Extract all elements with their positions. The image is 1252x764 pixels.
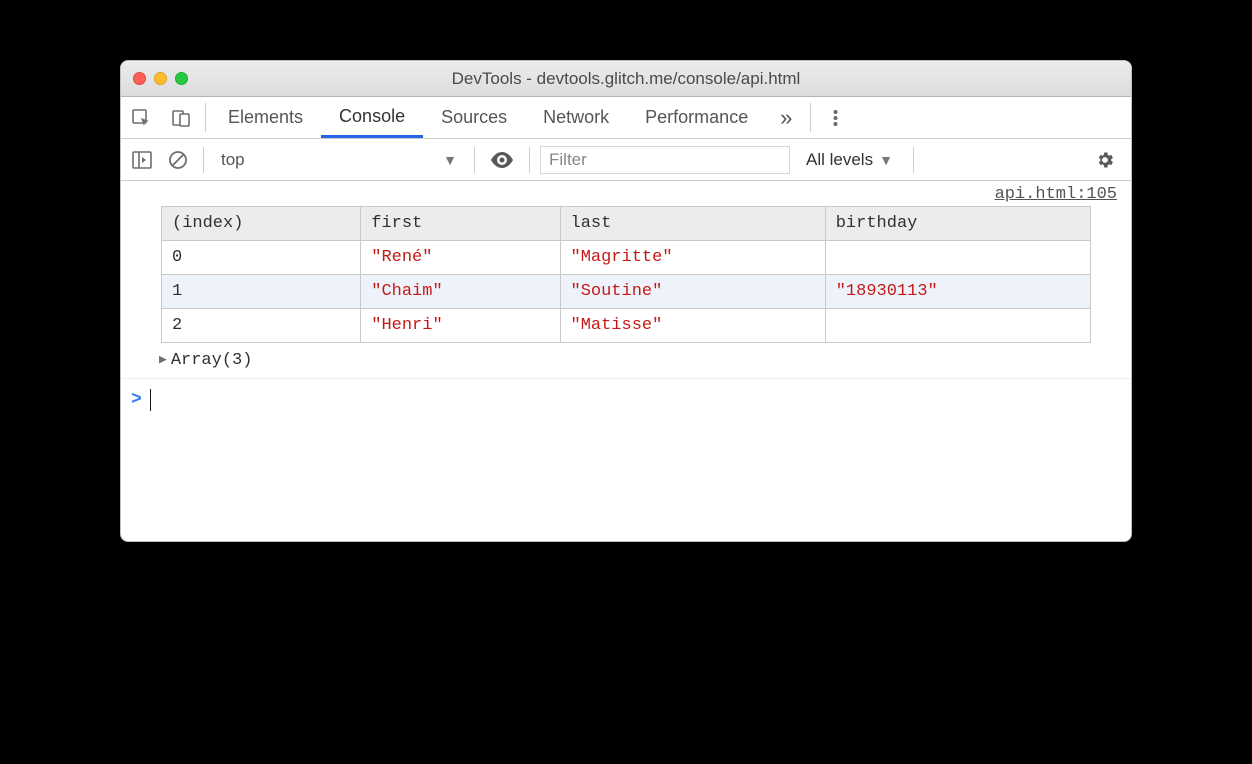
cell-index: 1 [162, 275, 361, 309]
execution-context-label: top [221, 150, 245, 170]
console-settings-icon[interactable] [1085, 150, 1125, 170]
devtools-window: DevTools - devtools.glitch.me/console/ap… [120, 60, 1132, 542]
cell-index: 0 [162, 241, 361, 275]
separator [203, 147, 204, 173]
separator [474, 147, 475, 173]
table-header-row: (index) first last birthday [162, 207, 1091, 241]
console-output: api.html:105 (index) first last birthday… [121, 181, 1131, 541]
window-controls [133, 72, 188, 85]
separator [205, 103, 206, 132]
separator [810, 103, 811, 132]
message-source-link[interactable]: api.html:105 [121, 181, 1131, 206]
table-row[interactable]: 1 "Chaim" "Soutine" "18930113" [162, 275, 1091, 309]
tabs-overflow-button[interactable]: » [766, 97, 806, 138]
cell-index: 2 [162, 309, 361, 343]
table-row[interactable]: 0 "René" "Magritte" [162, 241, 1091, 275]
object-summary[interactable]: ▶ Array(3) [121, 347, 1131, 370]
cell-last: "Magritte" [560, 241, 825, 275]
cell-birthday [825, 309, 1090, 343]
separator [529, 147, 530, 173]
cell-first: "René" [361, 241, 560, 275]
zoom-window-button[interactable] [175, 72, 188, 85]
panel-tabs: Elements Console Sources Network Perform… [121, 97, 1131, 139]
tab-sources[interactable]: Sources [423, 97, 525, 138]
tab-console[interactable]: Console [321, 97, 423, 138]
expand-triangle-icon[interactable]: ▶ [159, 352, 167, 367]
minimize-window-button[interactable] [154, 72, 167, 85]
object-summary-text: Array(3) [171, 351, 253, 370]
cell-last: "Soutine" [560, 275, 825, 309]
tab-performance[interactable]: Performance [627, 97, 766, 138]
cell-first: "Henri" [361, 309, 560, 343]
clear-console-icon[interactable] [163, 145, 193, 175]
chevron-down-icon: ▼ [443, 152, 457, 168]
column-first[interactable]: first [361, 207, 560, 241]
execution-context-selector[interactable]: top ▼ [214, 147, 464, 173]
titlebar: DevTools - devtools.glitch.me/console/ap… [121, 61, 1131, 97]
inspect-element-icon[interactable] [121, 97, 161, 138]
column-birthday[interactable]: birthday [825, 207, 1090, 241]
table-row[interactable]: 2 "Henri" "Matisse" [162, 309, 1091, 343]
tab-elements[interactable]: Elements [210, 97, 321, 138]
cell-last: "Matisse" [560, 309, 825, 343]
separator [913, 147, 914, 173]
console-table: (index) first last birthday 0 "René" "Ma… [161, 206, 1091, 343]
window-title: DevTools - devtools.glitch.me/console/ap… [133, 69, 1119, 89]
prompt-symbol: > [131, 390, 142, 410]
console-prompt[interactable]: > [121, 379, 1131, 421]
log-level-label: All levels [806, 150, 873, 170]
cell-first: "Chaim" [361, 275, 560, 309]
chevron-down-icon: ▼ [879, 152, 893, 168]
tab-network[interactable]: Network [525, 97, 627, 138]
console-table-wrapper: (index) first last birthday 0 "René" "Ma… [121, 206, 1131, 347]
device-toolbar-icon[interactable] [161, 97, 201, 138]
column-index[interactable]: (index) [162, 207, 361, 241]
live-expression-icon[interactable] [485, 152, 519, 168]
filter-input[interactable] [540, 146, 790, 174]
devtools-menu-button[interactable] [815, 97, 855, 138]
console-message: api.html:105 (index) first last birthday… [121, 181, 1131, 379]
cell-birthday [825, 241, 1090, 275]
close-window-button[interactable] [133, 72, 146, 85]
column-last[interactable]: last [560, 207, 825, 241]
console-toolbar: top ▼ All levels ▼ [121, 139, 1131, 181]
text-caret [150, 389, 151, 411]
console-sidebar-toggle-icon[interactable] [127, 145, 157, 175]
cell-birthday: "18930113" [825, 275, 1090, 309]
log-level-selector[interactable]: All levels ▼ [796, 150, 903, 170]
